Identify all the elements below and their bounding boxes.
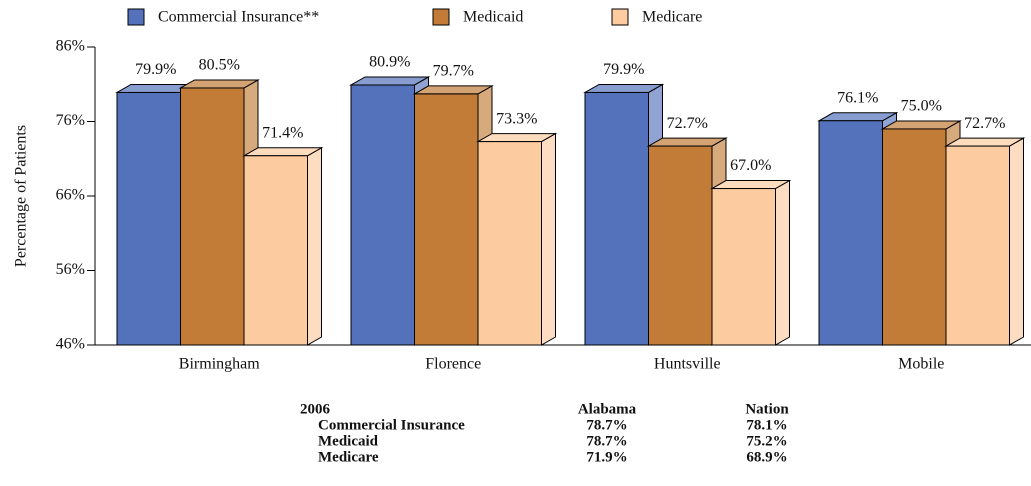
data-label: 72.7% (964, 115, 1005, 132)
table-header: Nation (745, 401, 789, 417)
bar-top (710, 180, 792, 190)
bar (711, 188, 776, 346)
bar-side (1009, 137, 1024, 346)
bar-top (242, 147, 324, 157)
legend-label: Medicaid (463, 9, 523, 26)
data-label: 80.9% (369, 54, 410, 71)
y-axis-label: Percentage of Patients (13, 125, 30, 267)
x-tick-label: Florence (425, 356, 481, 373)
table-header: Alabama (578, 401, 637, 417)
y-tick-label: 66% (56, 187, 85, 204)
bar-top (349, 76, 431, 86)
legend-swatch (611, 8, 629, 26)
table-cell: 78.7% (586, 433, 627, 449)
bar-top (476, 133, 558, 143)
legend-swatch (432, 8, 450, 26)
x-tick-label: Mobile (898, 356, 944, 373)
data-label: 79.7% (433, 63, 474, 80)
data-label: 80.5% (199, 57, 240, 74)
bar (414, 93, 479, 346)
bar (648, 145, 713, 346)
data-label: 67.0% (730, 157, 771, 174)
data-label: 79.9% (135, 61, 176, 78)
table-cell: 71.9% (586, 449, 627, 465)
bar-top (412, 85, 494, 95)
table-cell: Commercial Insurance (318, 417, 465, 433)
table-cell: Medicaid (318, 433, 379, 449)
bar-top (646, 137, 728, 147)
bar (818, 120, 883, 346)
bar-top (817, 112, 899, 122)
table-cell: 78.1% (746, 417, 787, 433)
bar-side (541, 132, 556, 346)
bar (180, 87, 245, 346)
bar (882, 128, 947, 346)
data-label: 72.7% (667, 115, 708, 132)
bar (584, 91, 649, 346)
bar-top (583, 83, 665, 93)
legend-label: Commercial Insurance** (158, 9, 319, 26)
data-label: 75.0% (901, 98, 942, 115)
bar (350, 84, 415, 346)
data-label: 79.9% (603, 61, 644, 78)
table-header: 2006 (300, 401, 331, 417)
bar-side (775, 179, 790, 346)
x-tick-label: Birmingham (179, 356, 260, 373)
bar-top (178, 79, 260, 89)
table-cell: Medicare (318, 449, 379, 465)
y-tick-label: 56% (56, 261, 85, 278)
bar (477, 141, 542, 346)
bar (243, 155, 308, 346)
bar-side (307, 146, 322, 346)
table-cell: 75.2% (746, 433, 787, 449)
bar-top (880, 120, 962, 130)
y-tick-label: 86% (56, 38, 85, 55)
y-tick-label: 76% (56, 112, 85, 129)
bar (945, 145, 1010, 346)
table-cell: 78.7% (586, 417, 627, 433)
legend-swatch (127, 8, 145, 26)
data-label: 73.3% (496, 110, 537, 127)
data-label: 71.4% (262, 124, 303, 141)
data-label: 76.1% (837, 89, 878, 106)
y-tick-label: 46% (56, 336, 85, 353)
table-cell: 68.9% (746, 449, 787, 465)
bar-top (944, 137, 1026, 147)
legend-label: Medicare (642, 9, 702, 26)
x-tick-label: Huntsville (654, 356, 721, 373)
bar (116, 91, 181, 346)
